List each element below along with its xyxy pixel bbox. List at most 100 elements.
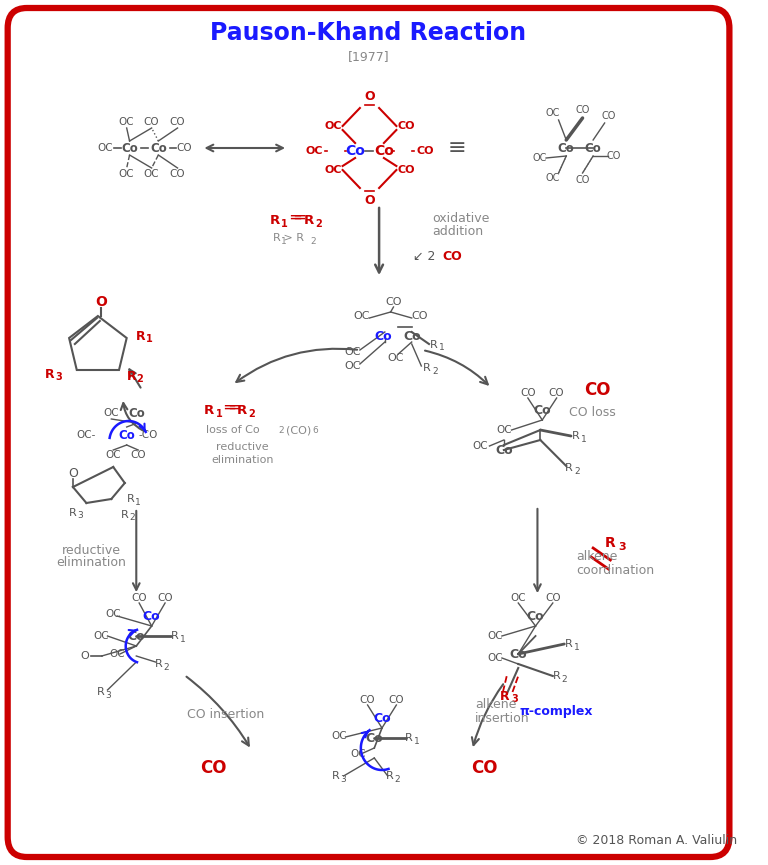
Text: CO: CO bbox=[170, 117, 185, 127]
Text: 1: 1 bbox=[574, 643, 580, 651]
Text: R: R bbox=[270, 214, 280, 227]
Text: Co: Co bbox=[373, 712, 391, 725]
Text: ═: ═ bbox=[229, 399, 239, 417]
Text: 3: 3 bbox=[55, 372, 62, 382]
Text: 2: 2 bbox=[278, 426, 284, 434]
Text: ═: ═ bbox=[290, 209, 300, 227]
Text: R: R bbox=[170, 631, 178, 641]
Text: elimination: elimination bbox=[56, 556, 126, 569]
Text: OC: OC bbox=[545, 108, 560, 118]
Text: Pauson-Khand Reaction: Pauson-Khand Reaction bbox=[210, 21, 527, 45]
Text: CO: CO bbox=[397, 121, 415, 131]
Text: reductive: reductive bbox=[217, 442, 269, 452]
Text: R: R bbox=[565, 639, 573, 649]
Text: 2: 2 bbox=[432, 367, 438, 375]
Text: OC: OC bbox=[98, 143, 114, 153]
Text: 1: 1 bbox=[581, 434, 587, 444]
Text: 2: 2 bbox=[315, 219, 322, 229]
Text: OC: OC bbox=[387, 353, 404, 363]
Text: Co: Co bbox=[150, 142, 167, 155]
Text: 2: 2 bbox=[395, 774, 400, 784]
Text: 6: 6 bbox=[312, 426, 318, 434]
Text: OC: OC bbox=[532, 153, 547, 163]
Text: OC: OC bbox=[109, 649, 125, 659]
Text: 1: 1 bbox=[135, 497, 141, 507]
Text: O: O bbox=[94, 295, 107, 309]
Text: OC: OC bbox=[496, 425, 511, 435]
Text: Co: Co bbox=[366, 732, 383, 745]
Text: reductive: reductive bbox=[61, 543, 121, 556]
Text: 3: 3 bbox=[78, 511, 84, 521]
Text: OC: OC bbox=[105, 609, 121, 619]
Text: 1: 1 bbox=[414, 736, 419, 746]
Text: CO: CO bbox=[575, 105, 590, 115]
Text: > R: > R bbox=[280, 233, 304, 243]
Text: CO: CO bbox=[177, 143, 192, 153]
Text: CO: CO bbox=[386, 297, 402, 307]
Text: OC: OC bbox=[488, 631, 503, 641]
Text: OC: OC bbox=[104, 408, 119, 418]
Text: ═: ═ bbox=[294, 209, 304, 227]
Text: Co: Co bbox=[374, 144, 394, 158]
Text: CO: CO bbox=[170, 169, 185, 179]
Text: CO: CO bbox=[442, 249, 462, 262]
Text: CO: CO bbox=[131, 450, 146, 460]
Text: 2: 2 bbox=[574, 466, 580, 476]
Text: 3: 3 bbox=[511, 694, 518, 704]
Text: R: R bbox=[605, 536, 616, 550]
Text: OC: OC bbox=[119, 117, 134, 127]
Text: R: R bbox=[332, 771, 339, 781]
Text: OC: OC bbox=[93, 631, 108, 641]
Text: Co: Co bbox=[118, 428, 135, 441]
Text: R: R bbox=[136, 330, 146, 343]
Text: O: O bbox=[80, 651, 89, 661]
Text: R: R bbox=[45, 368, 55, 381]
Text: R: R bbox=[565, 463, 573, 473]
Text: Co: Co bbox=[345, 144, 365, 158]
Text: 2: 2 bbox=[310, 236, 316, 246]
Text: CO: CO bbox=[472, 759, 498, 777]
Text: (CO): (CO) bbox=[286, 425, 311, 435]
Text: OC: OC bbox=[511, 593, 526, 603]
Text: 1: 1 bbox=[281, 219, 287, 229]
Text: Co: Co bbox=[584, 142, 601, 155]
Text: alkene: alkene bbox=[576, 550, 617, 563]
Text: CO insertion: CO insertion bbox=[187, 708, 264, 721]
Text: 1: 1 bbox=[281, 236, 287, 246]
Text: R: R bbox=[386, 771, 393, 781]
Text: OC: OC bbox=[305, 146, 323, 156]
Text: OC: OC bbox=[472, 441, 488, 451]
Text: OC: OC bbox=[545, 173, 560, 183]
Text: OC: OC bbox=[353, 311, 370, 321]
Text: ≡: ≡ bbox=[448, 138, 466, 158]
Text: OC: OC bbox=[350, 749, 366, 759]
Text: loss of Co: loss of Co bbox=[207, 425, 260, 435]
Text: Co: Co bbox=[558, 142, 574, 155]
Text: CO: CO bbox=[416, 146, 434, 156]
Text: 2: 2 bbox=[561, 675, 567, 683]
Text: R: R bbox=[121, 510, 129, 520]
Text: [1977]: [1977] bbox=[348, 50, 389, 63]
Text: OC: OC bbox=[324, 121, 342, 131]
Text: R: R bbox=[154, 659, 162, 669]
Text: Co: Co bbox=[403, 330, 421, 343]
Text: Co: Co bbox=[527, 610, 545, 623]
Text: CO: CO bbox=[131, 593, 147, 603]
Text: CO: CO bbox=[520, 388, 535, 398]
Text: -CO: -CO bbox=[138, 430, 157, 440]
Text: CO: CO bbox=[601, 111, 616, 121]
Text: 2: 2 bbox=[164, 663, 169, 671]
Text: O: O bbox=[364, 194, 375, 207]
Text: Co: Co bbox=[534, 403, 551, 417]
Text: R: R bbox=[500, 689, 510, 702]
Text: ↙ 2: ↙ 2 bbox=[412, 249, 439, 262]
Text: OC-: OC- bbox=[77, 430, 96, 440]
Text: coordination: coordination bbox=[576, 563, 654, 576]
Text: Co: Co bbox=[495, 444, 513, 457]
Text: 3: 3 bbox=[618, 542, 626, 552]
Text: R: R bbox=[97, 687, 104, 697]
Text: CO: CO bbox=[575, 175, 590, 185]
Text: CO: CO bbox=[549, 388, 564, 398]
Text: OC: OC bbox=[344, 361, 360, 371]
Text: 2: 2 bbox=[248, 409, 255, 419]
